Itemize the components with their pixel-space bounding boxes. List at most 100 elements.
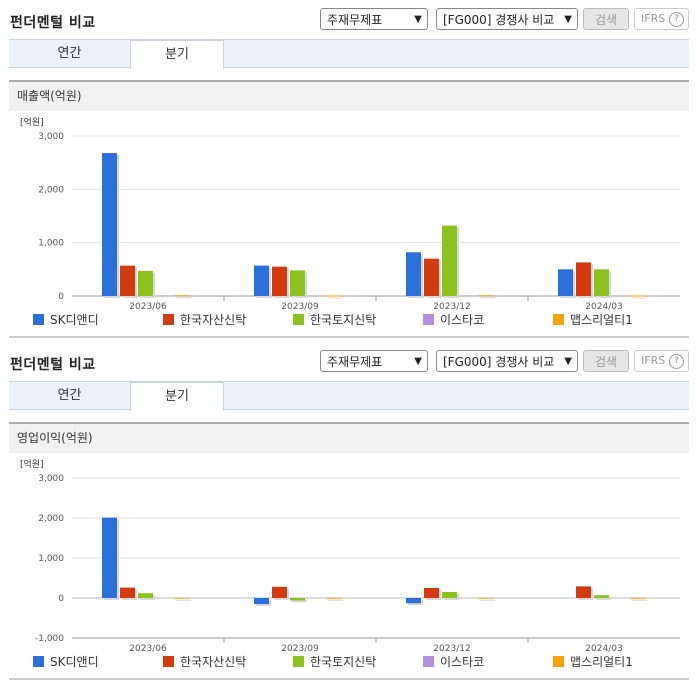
bar[interactable] <box>138 593 153 598</box>
y-tick-label: 2,000 <box>38 514 64 524</box>
chevron-down-icon: ▼ <box>414 14 422 25</box>
statement-select-value: 주재무제표 <box>327 13 383 27</box>
ifrs-button[interactable]: IFRS ? <box>634 350 689 372</box>
legend-label: SK디앤디 <box>50 655 99 669</box>
bar[interactable] <box>120 265 135 296</box>
y-tick-label: 3,000 <box>38 132 64 142</box>
bar[interactable] <box>442 592 457 598</box>
search-button[interactable]: 검색 <box>583 350 629 372</box>
panel-title: 펀더멘털 비교 <box>10 357 96 373</box>
y-tick-label: 1,000 <box>38 554 64 564</box>
bar-shadow <box>292 600 307 603</box>
bar[interactable] <box>174 295 189 297</box>
ifrs-label: IFRS <box>641 12 666 25</box>
tab-annual[interactable]: 연간 <box>57 46 82 61</box>
chart-legend: SK디앤디 한국자산신탁 한국토지신탁 이스타코 맵스리얼티1 <box>0 311 696 331</box>
help-icon[interactable]: ? <box>669 12 684 27</box>
legend-item-maps[interactable]: 맵스리얼티1 <box>553 311 633 329</box>
tab-quarterly[interactable]: 분기 <box>130 39 224 69</box>
legend-item-koreit[interactable]: 한국토지신탁 <box>293 653 376 671</box>
legend-label: 이스타코 <box>440 655 485 669</box>
panel-title: 펀더멘털 비교 <box>10 15 96 31</box>
bar[interactable] <box>102 153 117 296</box>
legend-item-kait[interactable]: 한국자산신탁 <box>163 653 246 671</box>
bar[interactable] <box>594 269 609 296</box>
legend-swatch <box>423 314 434 325</box>
legend-item-maps[interactable]: 맵스리얼티1 <box>553 653 633 671</box>
legend-swatch <box>293 314 304 325</box>
legend-item-skdnd[interactable]: SK디앤디 <box>33 311 99 329</box>
legend-item-kait[interactable]: 한국자산신탁 <box>163 311 246 329</box>
y-tick-label: 1,000 <box>38 239 64 249</box>
x-tick-label: 2023/09 <box>281 644 319 653</box>
bar[interactable] <box>272 266 287 296</box>
legend-item-eastco[interactable]: 이스타코 <box>423 653 484 671</box>
compare-select[interactable]: [FG000] 경쟁사 비교 ▼ <box>436 350 578 372</box>
bar-shadow <box>632 599 647 601</box>
bar-shadow <box>328 297 343 299</box>
legend-label: 한국토지신탁 <box>310 313 377 327</box>
statement-select[interactable]: 주재무제표 ▼ <box>320 350 428 372</box>
bar[interactable] <box>478 597 493 599</box>
statement-select[interactable]: 주재무제표 ▼ <box>320 8 428 30</box>
bar[interactable] <box>424 258 439 296</box>
fundamental-panel-revenue: 펀더멘털 비교 주재무제표 ▼ [FG000] 경쟁사 비교 ▼ 검색 IFRS… <box>0 8 696 338</box>
bar[interactable] <box>254 265 269 296</box>
statement-select-value: 주재무제표 <box>327 355 383 369</box>
bar[interactable] <box>406 252 421 296</box>
bar[interactable] <box>102 517 117 598</box>
bar[interactable] <box>290 270 305 296</box>
y-tick-label: 2,000 <box>38 185 64 195</box>
search-button[interactable]: 검색 <box>583 8 629 30</box>
divider <box>9 336 689 338</box>
bar[interactable] <box>424 588 439 598</box>
bar[interactable] <box>254 598 269 604</box>
ifrs-button[interactable]: IFRS ? <box>634 8 689 30</box>
legend-label: 맵스리얼티1 <box>570 313 633 327</box>
legend-label: SK디앤디 <box>50 313 99 327</box>
legend-swatch <box>33 656 44 667</box>
bar-shadow <box>632 297 647 299</box>
unit-label: [억원] <box>20 116 44 128</box>
bar[interactable] <box>174 597 189 599</box>
legend-item-eastco[interactable]: 이스타코 <box>423 311 484 329</box>
divider <box>9 678 689 680</box>
metric-header: 영업이익(억원) <box>9 422 689 453</box>
period-tabs: 연간 분기 <box>9 39 689 69</box>
bar[interactable] <box>478 295 493 297</box>
bar-shadow <box>328 599 343 601</box>
bar[interactable] <box>630 597 645 599</box>
compare-select[interactable]: [FG000] 경쟁사 비교 ▼ <box>436 8 578 30</box>
compare-select-value: [FG000] 경쟁사 비교 <box>443 13 555 27</box>
bar[interactable] <box>576 262 591 296</box>
tab-annual[interactable]: 연간 <box>57 388 82 403</box>
bar[interactable] <box>272 586 287 598</box>
bar[interactable] <box>442 225 457 296</box>
chevron-down-icon: ▼ <box>564 14 572 25</box>
bar[interactable] <box>120 587 135 598</box>
chevron-down-icon: ▼ <box>564 356 572 367</box>
bar-shadow <box>176 599 191 601</box>
bar[interactable] <box>558 269 573 296</box>
bar[interactable] <box>326 597 341 599</box>
legend-item-skdnd[interactable]: SK디앤디 <box>33 653 99 671</box>
bar[interactable] <box>326 295 341 297</box>
legend-swatch <box>423 656 434 667</box>
tab-quarterly[interactable]: 분기 <box>130 381 224 411</box>
bar[interactable] <box>630 295 645 297</box>
bar[interactable] <box>138 270 153 296</box>
legend-swatch <box>33 314 44 325</box>
bar[interactable] <box>576 586 591 598</box>
bar[interactable] <box>594 595 609 598</box>
legend-item-koreit[interactable]: 한국토지신탁 <box>293 311 376 329</box>
compare-select-value: [FG000] 경쟁사 비교 <box>443 355 555 369</box>
x-tick-label: 2024/03 <box>585 302 622 311</box>
legend-swatch <box>163 314 174 325</box>
period-tabs: 연간 분기 <box>9 381 689 411</box>
bar[interactable] <box>290 598 305 601</box>
help-icon[interactable]: ? <box>669 354 684 369</box>
y-tick-label: 3,000 <box>38 474 64 484</box>
legend-swatch <box>293 656 304 667</box>
bar[interactable] <box>406 598 421 604</box>
operating-profit-bar-chart: [억원] -1,000 0 1,000 2,000 3,000 2023/06 2023/09… <box>20 458 680 653</box>
